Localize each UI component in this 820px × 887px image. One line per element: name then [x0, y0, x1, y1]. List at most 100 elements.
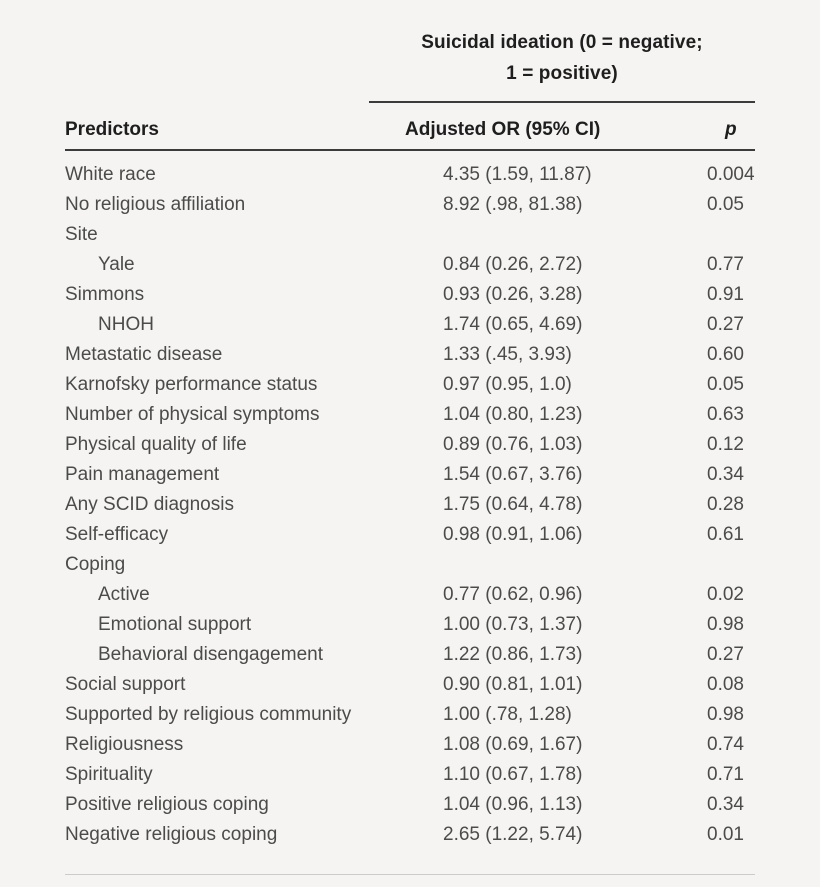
- p-cell: 0.98: [707, 614, 744, 635]
- or-cell: 0.89 (0.76, 1.03): [443, 434, 583, 455]
- table-row: Metastatic disease 1.33 (.45, 3.93) 0.60: [65, 340, 755, 370]
- p-cell: 0.91: [707, 284, 744, 305]
- or-cell: 1.74 (0.65, 4.69): [443, 314, 583, 335]
- or-cell: 1.00 (0.73, 1.37): [443, 614, 583, 635]
- p-cell: 0.05: [707, 374, 744, 395]
- predictor-cell: Yale: [98, 254, 135, 275]
- spanner-title-line2: 1 = positive): [506, 63, 618, 84]
- table-row: Yale 0.84 (0.26, 2.72) 0.77: [65, 250, 755, 280]
- predictor-cell: Site: [65, 224, 98, 245]
- p-cell: 0.61: [707, 524, 744, 545]
- or-cell: 1.04 (0.80, 1.23): [443, 404, 583, 425]
- table-row: Coping: [65, 550, 755, 580]
- table-row: No religious affiliation 8.92 (.98, 81.3…: [65, 190, 755, 220]
- table-row: Negative religious coping 2.65 (1.22, 5.…: [65, 820, 755, 850]
- p-cell: 0.12: [707, 434, 744, 455]
- or-cell: 1.10 (0.67, 1.78): [443, 764, 583, 785]
- p-cell: 0.08: [707, 674, 744, 695]
- predictor-cell: Emotional support: [98, 614, 252, 635]
- predictor-cell: No religious affiliation: [65, 194, 246, 215]
- or-cell: 0.93 (0.26, 3.28): [443, 284, 583, 305]
- or-cell: 0.97 (0.95, 1.0): [443, 374, 572, 395]
- predictor-cell: Karnofsky performance status: [65, 374, 318, 395]
- table-row: Simmons 0.93 (0.26, 3.28) 0.91: [65, 280, 755, 310]
- p-cell: 0.27: [707, 644, 744, 665]
- or-cell: 0.98 (0.91, 1.06): [443, 524, 583, 545]
- p-cell: 0.34: [707, 464, 744, 485]
- column-header-row: Predictors Adjusted OR (95% CI) p: [65, 103, 755, 149]
- or-cell: 0.77 (0.62, 0.96): [443, 584, 583, 605]
- predictor-cell: Simmons: [65, 284, 145, 305]
- or-cell: 1.33 (.45, 3.93): [443, 344, 572, 365]
- predictor-cell: Pain management: [65, 464, 220, 485]
- predictor-cell: Coping: [65, 554, 126, 575]
- p-cell: 0.28: [707, 494, 744, 515]
- predictor-cell: Positive religious coping: [65, 794, 269, 815]
- table-row: Physical quality of life 0.89 (0.76, 1.0…: [65, 430, 755, 460]
- or-cell: 1.04 (0.96, 1.13): [443, 794, 583, 815]
- predictor-cell: Any SCID diagnosis: [65, 494, 234, 515]
- header-rule: [65, 149, 755, 151]
- table-row: Positive religious coping 1.04 (0.96, 1.…: [65, 790, 755, 820]
- predictor-cell: Supported by religious community: [65, 704, 352, 725]
- or-cell: 1.54 (0.67, 3.76): [443, 464, 583, 485]
- or-cell: 1.75 (0.64, 4.78): [443, 494, 583, 515]
- table-row: White race 4.35 (1.59, 11.87) 0.004: [65, 160, 755, 190]
- or-cell: 2.65 (1.22, 5.74): [443, 824, 583, 845]
- p-cell: 0.71: [707, 764, 744, 785]
- bottom-rule: [65, 874, 755, 875]
- or-cell: 8.92 (.98, 81.38): [443, 194, 583, 215]
- p-cell: 0.02: [707, 584, 744, 605]
- p-cell: 0.77: [707, 254, 744, 275]
- p-cell: 0.74: [707, 734, 744, 755]
- p-cell: 0.01: [707, 824, 744, 845]
- or-cell: 1.22 (0.86, 1.73): [443, 644, 583, 665]
- or-cell: 0.84 (0.26, 2.72): [443, 254, 583, 275]
- table-row: NHOH 1.74 (0.65, 4.69) 0.27: [65, 310, 755, 340]
- predictor-cell: Active: [98, 584, 150, 605]
- predictor-cell: Physical quality of life: [65, 434, 247, 455]
- or-cell: [443, 220, 707, 250]
- table-row: Religiousness 1.08 (0.69, 1.67) 0.74: [65, 730, 755, 760]
- column-header-predictors: Predictors: [65, 119, 159, 140]
- or-cell: 1.08 (0.69, 1.67): [443, 734, 583, 755]
- predictor-cell: Spirituality: [65, 764, 153, 785]
- table-row: Emotional support 1.00 (0.73, 1.37) 0.98: [65, 610, 755, 640]
- table-row: Behavioral disengagement 1.22 (0.86, 1.7…: [65, 640, 755, 670]
- column-header-adjusted-or: Adjusted OR (95% CI): [405, 119, 601, 140]
- p-cell: 0.60: [707, 344, 744, 365]
- p-cell: 0.004: [707, 164, 755, 185]
- table-row: Number of physical symptoms 1.04 (0.80, …: [65, 400, 755, 430]
- p-cell: 0.63: [707, 404, 744, 425]
- predictor-cell: Negative religious coping: [65, 824, 278, 845]
- table-row: Supported by religious community 1.00 (.…: [65, 700, 755, 730]
- or-cell: 4.35 (1.59, 11.87): [443, 164, 592, 185]
- predictor-cell: Religiousness: [65, 734, 184, 755]
- predictor-cell: White race: [65, 164, 156, 185]
- p-cell: 0.34: [707, 794, 744, 815]
- predictor-cell: Number of physical symptoms: [65, 404, 320, 425]
- table-row: Active 0.77 (0.62, 0.96) 0.02: [65, 580, 755, 610]
- or-cell: [443, 550, 707, 580]
- table-row: Social support 0.90 (0.81, 1.01) 0.08: [65, 670, 755, 700]
- predictor-cell: Social support: [65, 674, 186, 695]
- table-row: Spirituality 1.10 (0.67, 1.78) 0.71: [65, 760, 755, 790]
- p-cell: 0.98: [707, 704, 744, 725]
- table-row: Any SCID diagnosis 1.75 (0.64, 4.78) 0.2…: [65, 490, 755, 520]
- table-spanner-title: Suicidal ideation (0 = negative; 1 = pos…: [369, 27, 755, 89]
- predictor-cell: NHOH: [98, 314, 154, 335]
- predictor-cell: Self-efficacy: [65, 524, 169, 545]
- predictor-cell: Metastatic disease: [65, 344, 223, 365]
- spanner-rule: [369, 101, 755, 103]
- table-row: Self-efficacy 0.98 (0.91, 1.06) 0.61: [65, 520, 755, 550]
- table-body: White race 4.35 (1.59, 11.87) 0.004 No r…: [65, 160, 755, 850]
- p-cell: [707, 220, 755, 250]
- or-cell: 1.00 (.78, 1.28): [443, 704, 572, 725]
- or-cell: 0.90 (0.81, 1.01): [443, 674, 583, 695]
- p-cell: [707, 550, 755, 580]
- table-row: Pain management 1.54 (0.67, 3.76) 0.34: [65, 460, 755, 490]
- p-cell: 0.27: [707, 314, 744, 335]
- predictor-cell: Behavioral disengagement: [98, 644, 323, 665]
- table-row: Site: [65, 220, 755, 250]
